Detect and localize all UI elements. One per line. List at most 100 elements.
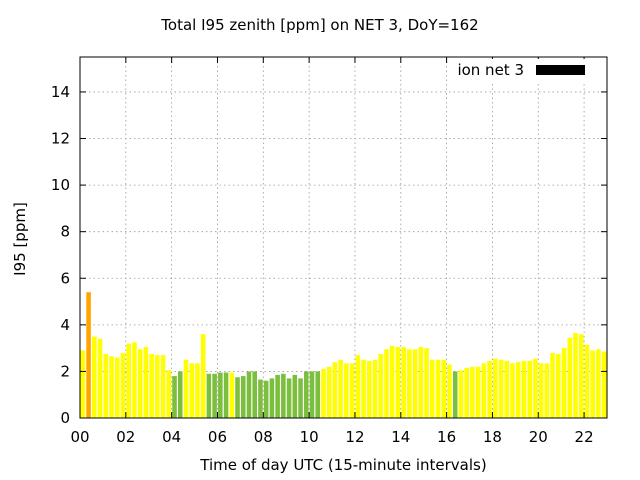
bar [596,349,601,418]
bar [361,359,366,418]
bar [332,362,338,418]
bar [206,373,212,418]
bar [338,359,343,418]
bar [515,362,521,418]
bar [160,355,166,418]
bar [229,372,235,418]
x-tick-label: 12 [345,428,364,446]
x-axis-label: Time of day UTC (15-minute intervals) [200,456,487,474]
x-tick-label: 04 [162,428,181,446]
y-tick-label: 8 [60,223,70,241]
bar [561,348,567,418]
legend-background [448,59,594,81]
bar [355,355,361,418]
bar [126,343,131,418]
y-tick-label: 12 [51,130,70,148]
bar [286,378,292,418]
bar [263,380,269,418]
bar [470,366,475,418]
bar [584,344,590,418]
bar [475,366,481,418]
x-tick-label: 18 [483,428,502,446]
bar [86,292,91,418]
bar [212,373,217,418]
bar [137,349,143,418]
bar [309,371,315,418]
bar [378,353,384,418]
bar [155,355,160,418]
y-tick-label: 10 [51,176,70,194]
bar [389,345,395,418]
bar [143,346,149,418]
bar [544,363,550,418]
bar [240,376,246,418]
bar [223,372,229,418]
legend: ion net 3 [448,59,594,81]
bar [166,370,172,418]
bar [573,332,578,418]
x-tick-label: 16 [437,428,456,446]
x-tick-label: 10 [300,428,319,446]
bar [441,359,447,418]
x-tick-label: 22 [575,428,594,446]
bar [97,338,103,418]
bar [424,348,429,418]
bar [258,379,263,418]
bar [458,370,464,418]
bar [326,366,332,418]
bar [521,360,527,418]
bar [298,378,303,418]
bar [487,360,492,418]
bar [275,374,280,418]
bar [218,372,223,418]
bar [538,363,544,418]
bar [550,352,555,418]
x-tick-label: 08 [254,428,273,446]
bar [109,356,114,418]
x-tick-label: 02 [116,428,135,446]
bar [366,360,372,418]
bar [578,334,584,418]
bar [401,346,406,418]
chart-title: Total I95 zenith [ppm] on NET 3, DoY=162 [161,16,479,34]
bar [195,363,200,418]
bar [384,349,389,418]
bar [103,353,109,418]
plot-frame [79,56,608,419]
bar [349,363,355,418]
bar [321,369,326,418]
bar [183,359,189,418]
bar [418,346,424,418]
bar [452,371,458,418]
bar [132,342,137,418]
bar [269,378,275,418]
bar-series [80,292,607,418]
y-tick-label: 4 [60,316,70,334]
bar [172,376,177,418]
bar [246,371,252,418]
x-tick-label: 14 [391,428,410,446]
bar [493,358,498,418]
bar [447,364,452,418]
legend-swatch [536,65,585,75]
bar [412,349,418,418]
bar [567,337,573,418]
bar [510,363,515,418]
y-tick-label: 14 [51,83,70,101]
bar [120,352,126,418]
bar [464,367,469,418]
y-tick-label: 2 [60,362,70,380]
grid-lines [80,57,607,418]
bar [498,359,504,418]
bar [200,334,206,418]
bar [303,371,309,418]
bar [533,358,538,418]
y-tick-label: 6 [60,269,70,287]
bar [504,360,510,418]
bar [435,359,441,418]
bar [292,374,298,418]
bar [189,363,194,418]
bar [556,353,561,418]
